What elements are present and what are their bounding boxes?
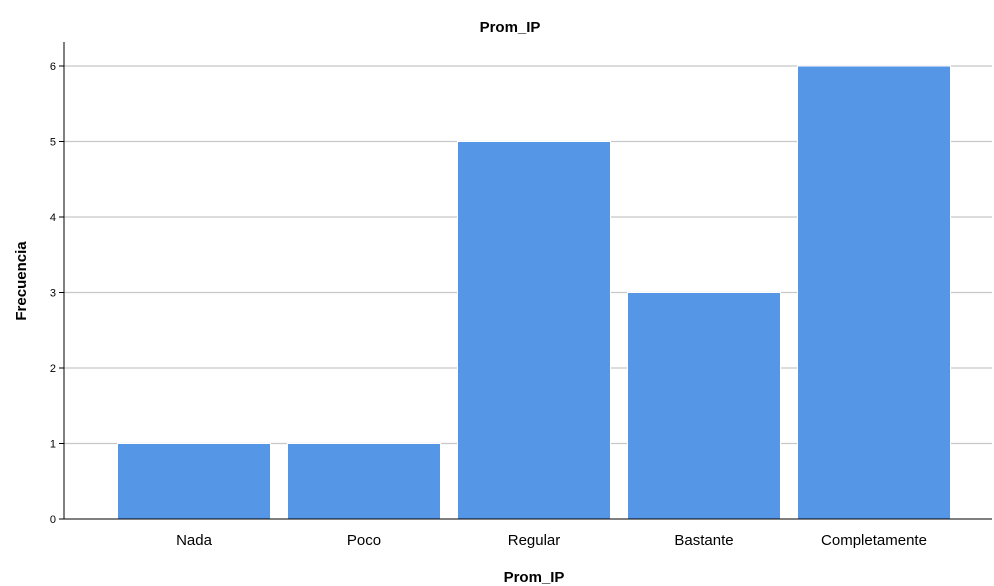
bar-poco — [287, 443, 441, 520]
y-tick-label: 4 — [50, 212, 56, 224]
y-tick-label: 2 — [50, 363, 56, 375]
x-axis-label: Prom_IP — [504, 569, 565, 586]
y-axis: 0 1 2 3 4 5 6 — [50, 42, 65, 526]
y-tick-label: 1 — [50, 439, 56, 451]
x-tick-label: Bastante — [674, 532, 733, 549]
bar-nada — [117, 443, 271, 520]
y-tick-label: 3 — [50, 288, 56, 300]
bar-bastante — [627, 292, 781, 520]
x-tick-label: Nada — [176, 532, 213, 549]
y-tick-label: 6 — [50, 61, 56, 73]
y-axis-label: Frecuencia — [13, 241, 30, 321]
x-axis: Nada Poco Regular Bastante Completamente — [64, 518, 992, 549]
bar-regular — [457, 141, 611, 520]
x-tick-label: Completamente — [821, 532, 927, 549]
bars — [117, 65, 951, 520]
bar-completamente — [797, 65, 951, 520]
y-tick-label: 5 — [50, 137, 56, 149]
chart-title: Prom_IP — [480, 19, 541, 36]
x-tick-label: Poco — [347, 532, 381, 549]
x-tick-label: Regular — [508, 532, 561, 549]
y-tick-label: 0 — [50, 514, 56, 526]
